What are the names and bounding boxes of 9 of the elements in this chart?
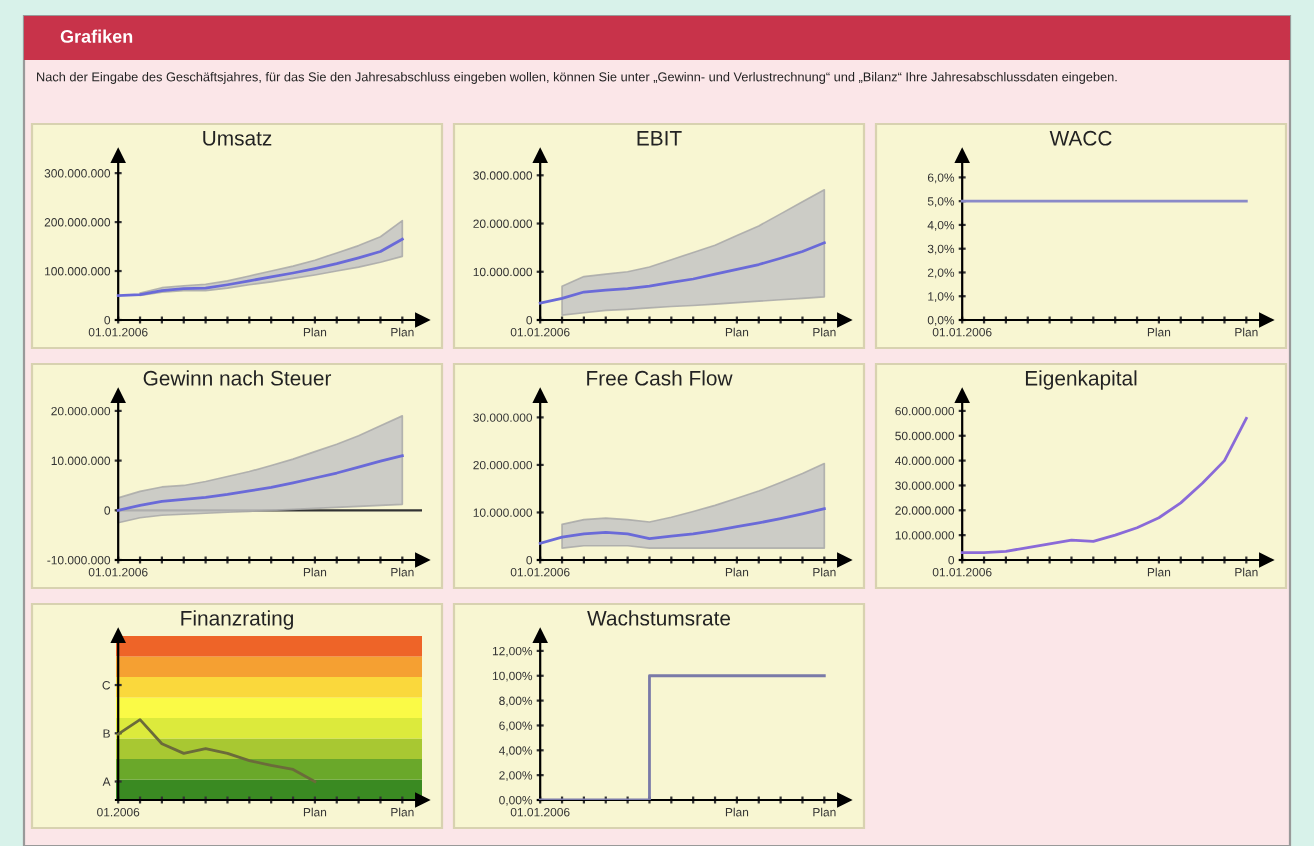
text: Grafiken (60, 29, 133, 43)
chart-title: WACC (1049, 130, 1112, 146)
chart-title: Finanzrating (181, 610, 293, 630)
chart-title: Umsatz (203, 131, 272, 146)
chart-title: Wachstumsrate (587, 610, 731, 626)
chart-title: Eigenkapital (1025, 370, 1137, 390)
chart-title: Gewinn nach Steuer (143, 370, 332, 386)
chart-title: EBIT (637, 131, 682, 146)
chart-title: Free Cash Flow (587, 370, 733, 386)
